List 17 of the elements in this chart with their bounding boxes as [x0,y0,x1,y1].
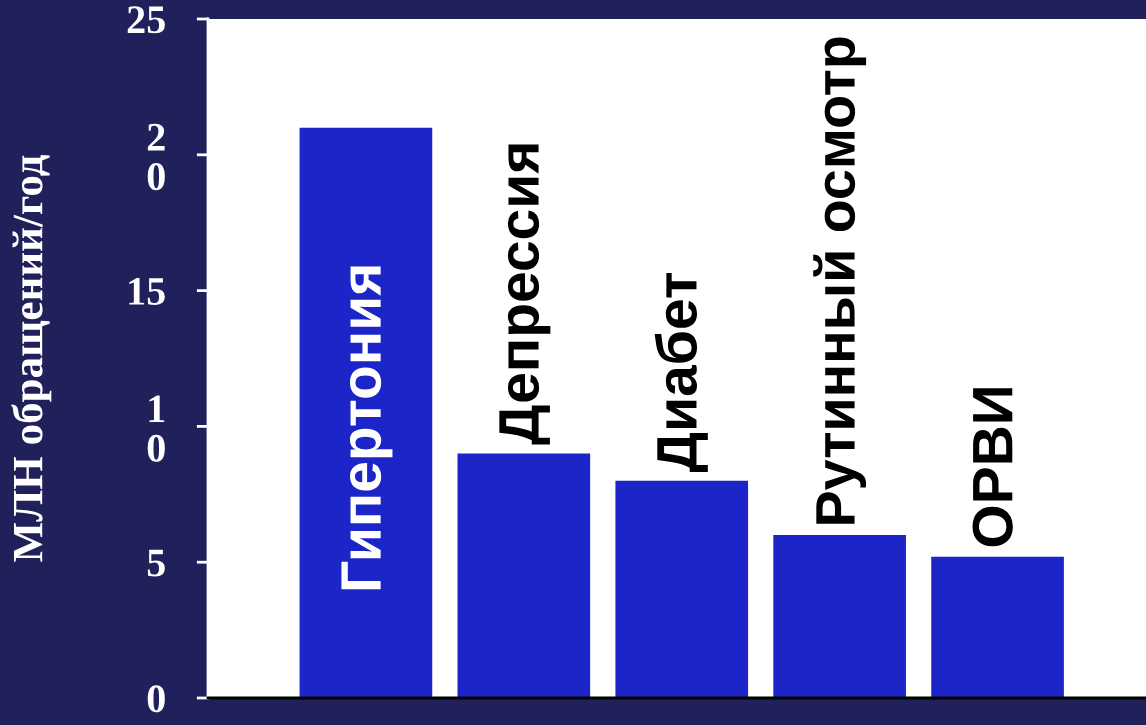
y-tick-label: 25 [127,6,165,34]
bar [931,556,1064,698]
y-tick-label: 5 [147,549,165,577]
bar [299,127,433,698]
bar [615,480,749,698]
x-tick-label: Депрессия [499,144,551,445]
y-axis-title: МЛН обращений/год [11,155,52,562]
bar [773,535,906,698]
x-tick-label: Диабет [654,272,708,472]
bar [457,453,591,698]
y-tick-label: 1 0 [147,395,165,462]
x-tick-label: Рутинный осмотр [813,37,867,524]
x-tick-label: ОРВИ [972,388,1013,547]
y-tick-label: 0 [147,685,165,713]
y-tick-label: 15 [129,277,165,305]
x-tick-label: Гипертония [341,266,393,590]
y-tick-label: 2 0 [147,123,165,191]
